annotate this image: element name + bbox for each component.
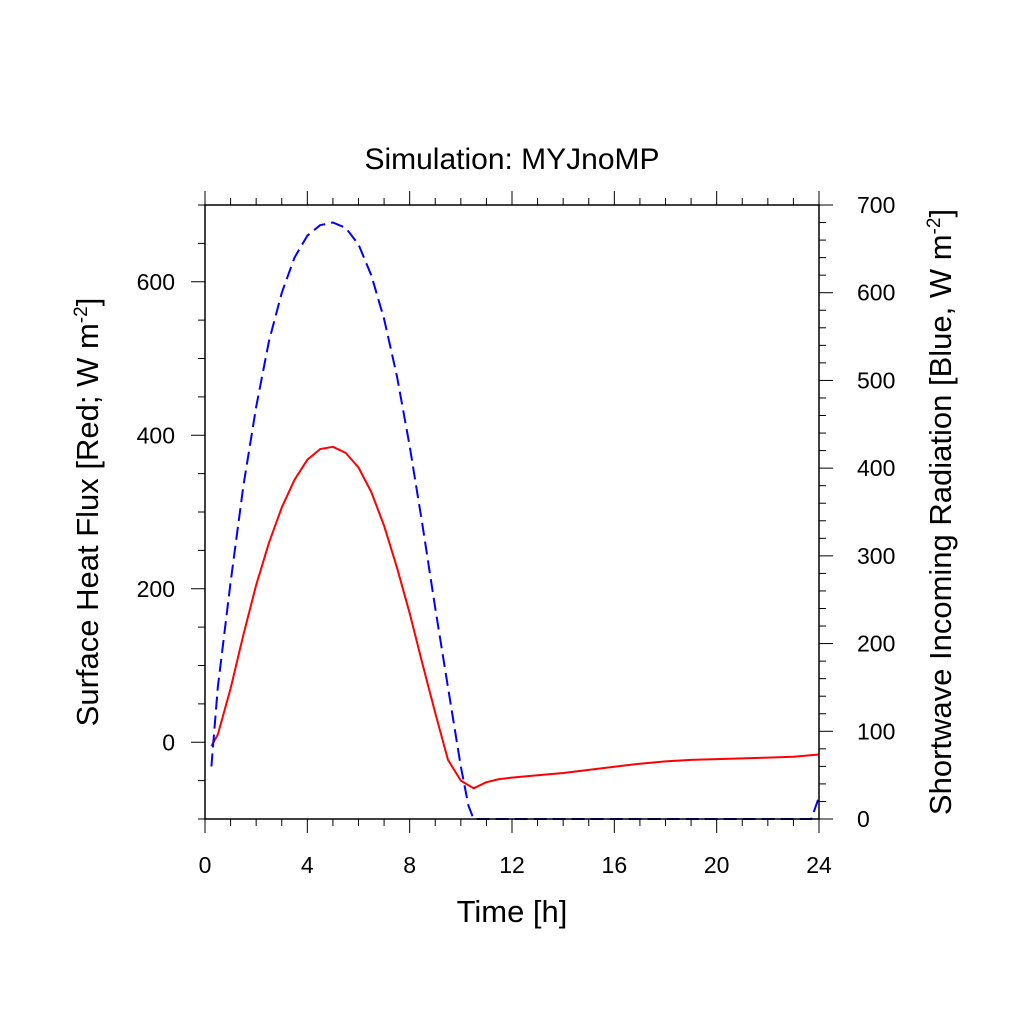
y-left-tick-label: 600 — [137, 269, 175, 295]
y-right-tick-label: 500 — [857, 367, 895, 393]
x-tick-label: 0 — [199, 852, 212, 878]
series-layer — [210, 221, 820, 820]
right-y-axis-title-bracket: ] — [923, 209, 958, 218]
x-tick-label: 12 — [499, 852, 525, 878]
y-left-tick-label: 0 — [162, 729, 175, 755]
right-y-axis-title: Shortwave Incoming Radiation [Blue, W m-… — [923, 209, 958, 815]
right-y-axis-title-main: Shortwave Incoming Radiation [Blue, W m — [923, 234, 958, 815]
y-left-tick-label: 200 — [137, 576, 175, 602]
plot-frame — [204, 204, 820, 820]
axis-tick-labels: 0 4 8 12 16 20 24 0 200 400 600 0 100 200 300 400 500 600… — [137, 192, 896, 878]
y-right-tick-label: 700 — [857, 192, 895, 218]
left-y-axis-title-main: Surface Heat Flux [Red; W m — [70, 323, 105, 726]
x-tick-label: 24 — [806, 852, 832, 878]
left-y-axis-title: Surface Heat Flux [Red; W m-2] — [70, 298, 105, 727]
y-right-tick-label: 0 — [857, 806, 870, 832]
x-tick-label: 16 — [602, 852, 628, 878]
chart-title: Simulation: MYJnoMP — [364, 143, 659, 176]
y-right-tick-label: 200 — [857, 631, 895, 657]
x-tick-label: 4 — [301, 852, 314, 878]
y-right-tick-label: 400 — [857, 455, 895, 481]
y-right-tick-label: 100 — [857, 718, 895, 744]
surface-heat-flux-line — [210, 445, 820, 790]
y-right-tick-label: 300 — [857, 543, 895, 569]
left-y-axis-title-exponent: -2 — [71, 306, 92, 323]
shortwave-radiation-line — [210, 221, 820, 820]
right-y-axis-title-exponent: -2 — [924, 218, 945, 235]
left-y-axis-title-bracket: ] — [70, 298, 105, 307]
x-tick-label: 20 — [704, 852, 730, 878]
x-axis-title: Time [h] — [457, 894, 568, 929]
x-tick-label: 8 — [403, 852, 416, 878]
y-left-tick-label: 400 — [137, 422, 175, 448]
axis-ticks — [191, 191, 833, 833]
y-right-tick-label: 600 — [857, 280, 895, 306]
